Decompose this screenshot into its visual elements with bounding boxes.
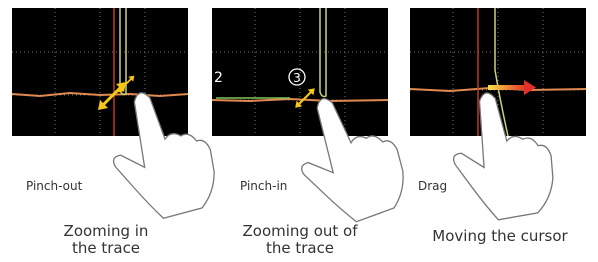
gesture-diagram: Pinch-out Zooming in the trace 2 3 Pinch… xyxy=(0,0,598,262)
caption: Moving the cursor xyxy=(432,227,568,245)
caption: the trace xyxy=(266,239,334,257)
gesture-label: Pinch-out xyxy=(26,179,83,193)
gesture-label: Pinch-in xyxy=(240,179,287,193)
caption: Zooming in xyxy=(64,222,149,240)
panel: Drag Moving the cursor xyxy=(410,8,586,245)
panel: 2 3 Pinch-in Zooming out of the trace xyxy=(212,8,416,257)
panel: Pinch-out Zooming in the trace xyxy=(12,8,224,257)
drag-arrow xyxy=(488,85,526,90)
marker-label: 3 xyxy=(293,71,301,85)
gesture-label: Drag xyxy=(418,179,447,193)
caption: the trace xyxy=(72,239,140,257)
marker-label: 2 xyxy=(214,70,223,86)
caption: Zooming out of xyxy=(243,222,359,240)
